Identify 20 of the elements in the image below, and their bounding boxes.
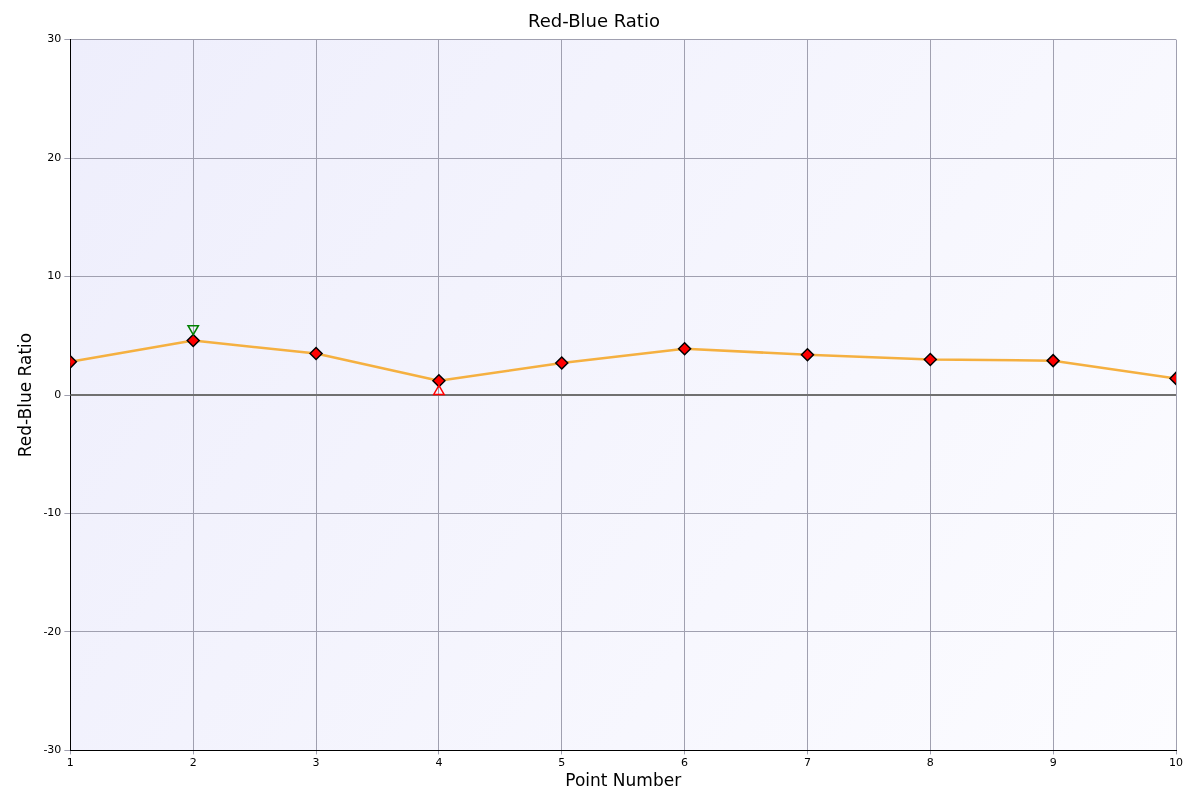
y-axis-title: Red-Blue Ratio [14, 332, 35, 458]
y-tick-label: 0 [54, 387, 62, 401]
y-tick-label: -10 [43, 506, 62, 520]
chart-title: Red-Blue Ratio [528, 10, 660, 32]
x-tick-label: 2 [189, 755, 197, 769]
y-tick-label: -30 [43, 743, 62, 757]
x-tick-label: 9 [1049, 755, 1057, 769]
x-axis-title: Point Number [565, 770, 682, 791]
y-tick-label: 20 [47, 150, 62, 164]
x-tick-label: 8 [926, 755, 934, 769]
x-tick-label: 3 [312, 755, 320, 769]
x-tick-label: 7 [803, 755, 811, 769]
y-tick-label: 30 [47, 32, 62, 46]
y-tick-label: -20 [43, 624, 62, 638]
x-tick-label: 1 [66, 755, 74, 769]
x-tick-label: 4 [435, 755, 443, 769]
y-tick-label: 10 [47, 269, 62, 283]
x-tick-label: 5 [558, 755, 566, 769]
x-tick-label: 10 [1169, 755, 1183, 769]
x-tick-label: 6 [681, 755, 689, 769]
